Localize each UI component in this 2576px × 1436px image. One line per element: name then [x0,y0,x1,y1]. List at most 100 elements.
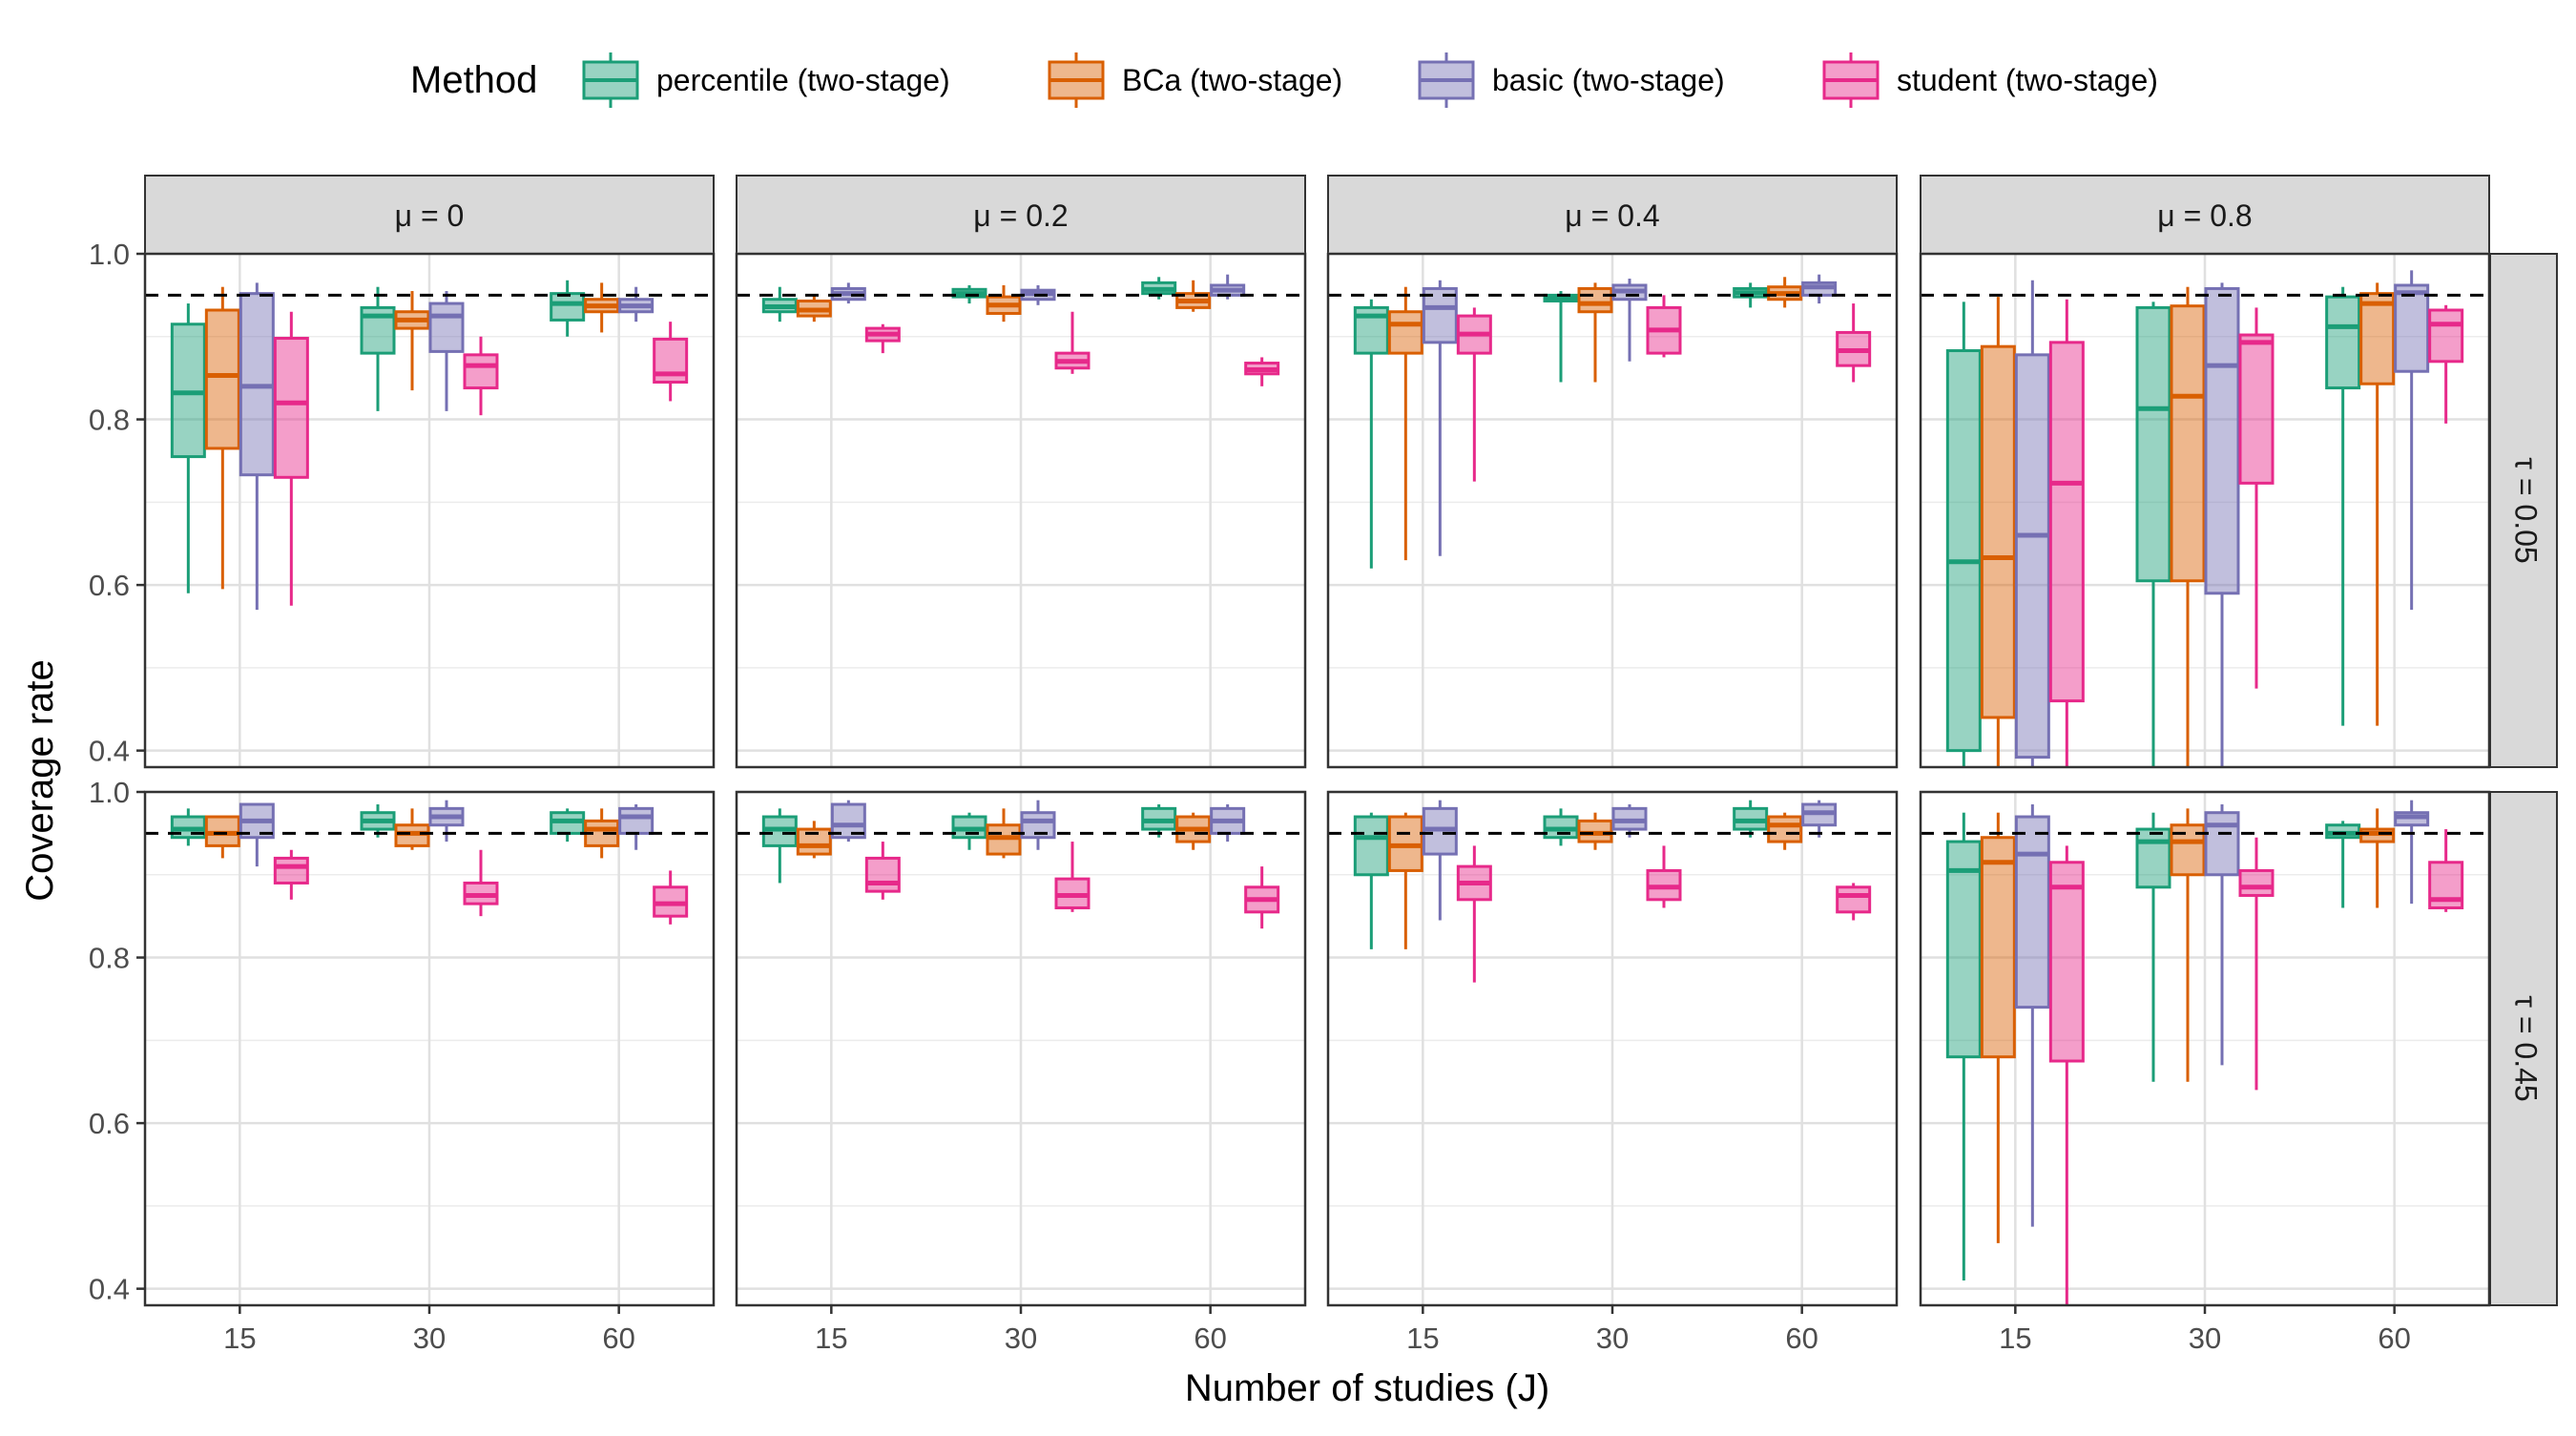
strip-col-label-2: μ = 0.4 [1565,198,1659,233]
box-bca [1767,815,1803,843]
y-tick-label: 1.0 [89,776,130,809]
legend-item-2: basic (two-stage) [1418,52,1725,108]
box-student [1836,885,1872,914]
box-percentile [1945,349,1982,753]
y-tick-label: 0.6 [89,569,130,602]
strip-col-3 [1920,175,2490,255]
box-percentile [360,305,396,355]
y-tick-label: 1.0 [89,238,130,271]
legend-item-0: percentile (two-stage) [582,52,950,108]
box-group [170,280,689,611]
box-basic [1422,286,1458,344]
y-tick-label: 0.8 [89,942,130,975]
box-student [2238,333,2275,485]
box-percentile [170,323,206,459]
strip-col-label-0: μ = 0 [395,198,465,233]
box-basic [428,302,465,353]
panels: μ = 0 μ = 0.2 μ = 0.4 μ = 0.8 τ = 0.05 τ = 0.… [143,175,2558,1307]
axes: Number of studies (J) Coverage rate 0.4 0… [19,238,2411,1409]
legend-item-1: BCa (two-stage) [1048,52,1342,108]
panel-border [1326,252,1899,769]
strip-col-2 [1327,175,1898,255]
box-percentile [1353,815,1389,877]
strip-col-label-3: μ = 0.8 [2157,198,2252,233]
box-student [2238,868,2275,897]
strip-row-0 [2489,253,2558,768]
box-basic [2204,286,2240,595]
box-bca [1387,310,1423,355]
strip-col-label-1: μ = 0.2 [973,198,1068,233]
panel-r0-c2 [1326,252,1899,769]
x-tick-label: 60 [2378,1322,2410,1355]
panel-r1-c3 [1919,790,2491,1307]
box-student [463,353,499,390]
box-student [2428,308,2464,364]
y-tick-label: 0.4 [89,735,130,768]
x-tick-label: 60 [602,1322,634,1355]
x-tick-label: 60 [1194,1322,1226,1355]
x-tick-label: 30 [1005,1322,1037,1355]
legend-label: student (two-stage) [1897,63,2158,97]
panel-border [735,252,1307,769]
strip-row-label-1: τ = 0.45 [2509,995,2544,1101]
legend-item-3: student (two-stage) [1822,52,2158,108]
y-tick-label: 0.4 [89,1273,130,1306]
box-student [2048,861,2085,1063]
box-basic [2014,353,2050,760]
x-tick-label: 15 [1999,1322,2031,1355]
x-tick-label: 15 [223,1322,256,1355]
panel-r0-c0 [143,252,716,769]
box-bca [2170,304,2206,583]
x-tick-label: 30 [413,1322,446,1355]
x-tick-label: 15 [815,1322,847,1355]
legend-label: percentile (two-stage) [656,63,950,97]
y-tick-label: 0.6 [89,1107,130,1140]
box-student [273,856,309,884]
box-group [761,274,1280,386]
y-axis-title: Coverage rate [19,659,61,901]
box-percentile [2325,295,2361,390]
box-group [170,800,689,925]
box-group [1945,800,2464,1305]
box-basic [2014,815,2050,1009]
box-group [1353,800,1872,983]
panel-r1-c2 [1326,790,1899,1307]
box-basic [2204,811,2240,877]
legend-label: basic (two-stage) [1492,63,1725,97]
x-tick-label: 30 [1596,1322,1629,1355]
box-student [2048,341,2085,703]
box-student [273,337,309,479]
x-tick-label: 15 [1406,1322,1439,1355]
legend-title: Method [410,59,537,101]
box-bca [1980,836,2016,1059]
y-tick-label: 0.8 [89,404,130,437]
panel-r0-c3 [1919,252,2491,769]
box-basic [2394,283,2430,373]
x-tick-label: 30 [2189,1322,2221,1355]
box-percentile [2135,827,2171,889]
box-bca [2359,292,2396,385]
strip-row-1 [2489,791,2558,1306]
x-axis-title: Number of studies (J) [1185,1367,1549,1409]
box-percentile [550,292,586,322]
panel-border [1919,252,2491,769]
box-group [1945,270,2464,767]
box-percentile [2135,305,2171,583]
panel-r0-c1 [735,252,1307,769]
panel-r1-c0 [143,790,716,1307]
box-bca [1980,344,2016,719]
box-basic [618,806,654,835]
legend-label: BCa (two-stage) [1122,63,1342,97]
x-tick-label: 60 [1785,1322,1818,1355]
box-bca [204,308,240,450]
legend: Method percentile (two-stage) BCa (two-st… [410,52,2158,108]
box-group [1353,274,1872,569]
box-group [761,800,1280,929]
panel-border [143,252,716,769]
strip-row-label-0: τ = 0.05 [2509,457,2544,563]
box-bca [1577,286,1613,314]
box-percentile [1945,840,1982,1059]
panel-r1-c1 [735,790,1307,1307]
